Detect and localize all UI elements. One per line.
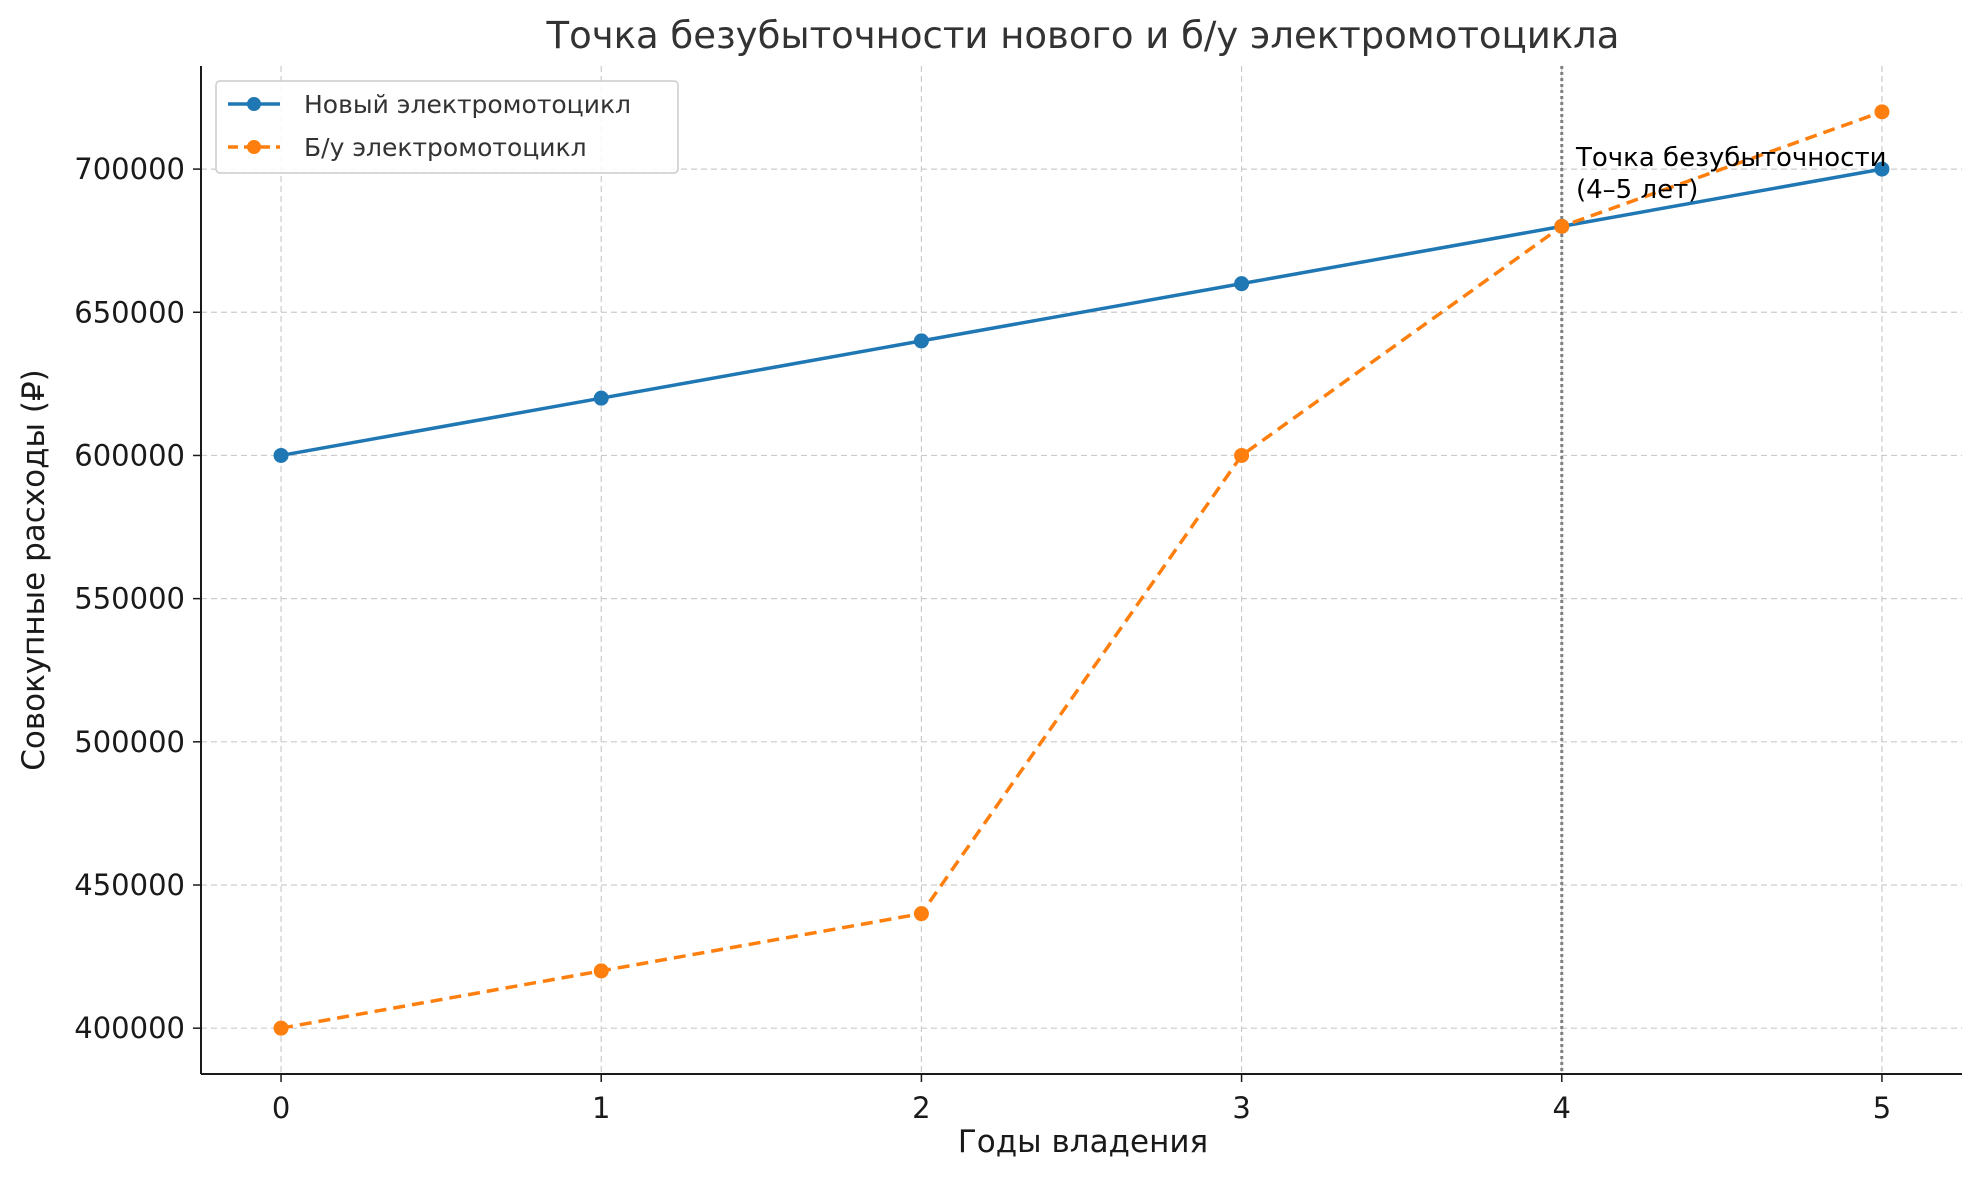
data-point — [273, 447, 289, 463]
y-axis-title: Совокупные расходы (₽) — [16, 369, 52, 771]
y-tick-label: 450000 — [74, 868, 185, 902]
legend-marker-new — [247, 97, 261, 111]
legend-label-used: Б/у электромотоцикл — [304, 133, 587, 162]
chart-title: Точка безубыточности нового и б/у электр… — [546, 14, 1620, 57]
y-tick-label: 500000 — [74, 725, 185, 759]
data-point — [1554, 218, 1570, 234]
y-tick-label: 550000 — [74, 582, 185, 616]
series-line — [280, 167, 1883, 458]
data-point — [593, 963, 609, 979]
x-tick-label: 0 — [272, 1091, 290, 1125]
x-tick-label: 5 — [1873, 1091, 1891, 1125]
data-point — [913, 906, 929, 922]
y-tick-label: 600000 — [74, 438, 185, 472]
break-even-annotation: Точка безубыточности (4–5 лет) — [1575, 143, 1887, 205]
data-point — [1234, 447, 1250, 463]
series-layer — [273, 104, 1890, 1036]
data-point — [1874, 161, 1890, 177]
x-axis-title: Годы владения — [958, 1124, 1208, 1160]
data-point — [593, 390, 609, 406]
legend: Новый электромотоцикл Б/у электромотоцик… — [215, 80, 679, 174]
data-point — [913, 333, 929, 349]
y-tick-label: 700000 — [74, 152, 185, 186]
annotation-line-2: (4–5 лет) — [1576, 175, 1698, 205]
legend-label-new: Новый электромотоцикл — [304, 90, 631, 119]
data-point — [273, 1020, 289, 1036]
legend-box — [215, 80, 679, 174]
series-used — [273, 104, 1890, 1036]
x-tick-label: 4 — [1553, 1091, 1571, 1125]
x-tick-label: 2 — [912, 1091, 930, 1125]
y-tick-label: 400000 — [74, 1011, 185, 1045]
y-tick-label: 650000 — [74, 295, 185, 329]
data-point — [1234, 276, 1250, 292]
tick-labels: 0 1 2 3 4 5 400000 450000 500000 550000 600000 6500… — [74, 152, 1891, 1125]
x-tick-label: 1 — [592, 1091, 610, 1125]
grid — [201, 66, 1962, 1074]
annotation-line-1: Точка безубыточности — [1575, 143, 1887, 173]
axes — [200, 66, 1962, 1075]
series-line — [280, 110, 1883, 1030]
x-tick-label: 3 — [1232, 1091, 1250, 1125]
data-point — [1874, 104, 1890, 120]
legend-marker-used — [247, 140, 261, 154]
